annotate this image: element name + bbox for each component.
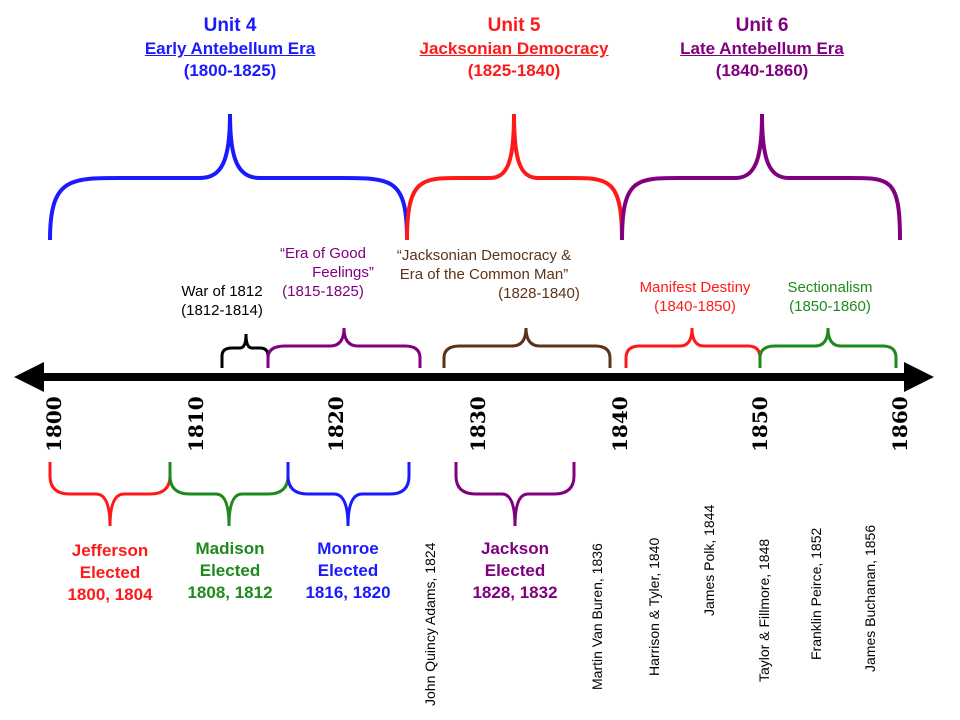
jefferson-years: 1800, 1804	[67, 585, 153, 604]
president-label-pierce: Franklin Peirce, 1852	[808, 527, 824, 660]
unit6-years: (1840-1860)	[715, 61, 809, 80]
sectionalism-brace	[758, 327, 898, 368]
president-label-harrison-tyler: Harrison & Tyler, 1840	[646, 537, 662, 676]
president-label-polk: James Polk, 1844	[701, 504, 717, 616]
year-label-1800: 1800	[42, 396, 66, 452]
jacksonian-democracy-line2: Era of the Common Man”	[399, 266, 569, 283]
sectionalism-years: (1850-1860)	[789, 298, 871, 315]
monroe-years: 1816, 1820	[305, 583, 391, 602]
unit4-era: Early Antebellum Era	[144, 39, 316, 58]
jacksonian-democracy-years: (1828-1840)	[498, 285, 580, 302]
year-label-1850: 1850	[748, 396, 772, 452]
president-label-jq-adams: John Quincy Adams, 1824	[422, 542, 438, 706]
sectionalism-label: Sectionalism (1850-1860)	[770, 278, 890, 316]
year-label-1820: 1820	[324, 396, 348, 452]
year-label-1860: 1860	[888, 396, 912, 452]
president-label-taylor-fillmore: Taylor & Fillmore, 1848	[756, 538, 772, 682]
unit5-years: (1825-1840)	[467, 61, 561, 80]
timeline-arrow-right	[904, 362, 934, 392]
madison-word: Elected	[199, 561, 261, 580]
madison-label: Madison Elected 1808, 1812	[160, 538, 300, 604]
manifest-destiny-brace	[624, 327, 762, 368]
manifest-destiny-label: Manifest Destiny (1840-1850)	[620, 278, 770, 316]
era-good-feelings-line1: “Era of Good	[280, 245, 366, 262]
madison-name: Madison	[195, 539, 265, 558]
jefferson-brace	[48, 462, 172, 527]
era-good-feelings-brace	[266, 327, 422, 368]
year-label-1840: 1840	[608, 396, 632, 452]
era-good-feelings-label: “Era of Good Feelings” (1815-1825)	[258, 244, 388, 301]
unit6-header: Unit 6 Late Antebellum Era (1840-1860)	[652, 14, 872, 82]
unit6-title: Unit 6	[735, 15, 789, 36]
jefferson-name: Jefferson	[71, 541, 149, 560]
jacksonian-democracy-brace	[442, 327, 612, 368]
jackson-years: 1828, 1832	[472, 583, 558, 602]
year-label-1830: 1830	[466, 396, 490, 452]
war-1812-brace	[220, 333, 270, 368]
year-label-1810: 1810	[184, 396, 208, 452]
jefferson-label: Jefferson Elected 1800, 1804	[40, 540, 180, 606]
monroe-name: Monroe	[317, 539, 379, 558]
monroe-word: Elected	[317, 561, 379, 580]
jackson-brace	[454, 462, 576, 527]
madison-years: 1808, 1812	[187, 583, 273, 602]
unit5-header: Unit 5 Jacksonian Democracy (1825-1840)	[404, 14, 624, 82]
jackson-word: Elected	[484, 561, 546, 580]
jacksonian-democracy-label: “Jacksonian Democracy & Era of the Commo…	[374, 246, 594, 303]
war-1812-years: (1812-1814)	[181, 302, 263, 319]
unit4-title: Unit 4	[203, 15, 257, 36]
unit6-era: Late Antebellum Era	[680, 39, 844, 58]
unit5-brace	[405, 113, 624, 241]
era-good-feelings-years: (1815-1825)	[282, 283, 364, 300]
jackson-name: Jackson	[480, 539, 550, 558]
unit4-header: Unit 4 Early Antebellum Era (1800-1825)	[120, 14, 340, 82]
manifest-destiny-years: (1840-1850)	[654, 298, 736, 315]
manifest-destiny-name: Manifest Destiny	[639, 279, 751, 296]
jefferson-word: Elected	[79, 563, 141, 582]
president-label-buchanan: James Buchanan, 1856	[862, 524, 878, 672]
jackson-label: Jackson Elected 1828, 1832	[445, 538, 585, 604]
unit5-title: Unit 5	[487, 15, 541, 36]
timeline-arrow-left	[14, 362, 44, 392]
unit4-brace	[48, 113, 409, 241]
jacksonian-democracy-line1: “Jacksonian Democracy &	[396, 247, 572, 264]
war-1812-label: War of 1812 (1812-1814)	[162, 282, 282, 320]
unit5-era: Jacksonian Democracy	[419, 39, 609, 58]
president-label-van-buren: Martin Van Buren, 1836	[589, 543, 605, 690]
madison-brace	[168, 462, 290, 527]
war-1812-name: War of 1812	[181, 283, 263, 300]
monroe-label: Monroe Elected 1816, 1820	[278, 538, 418, 604]
monroe-brace	[286, 462, 411, 527]
unit4-years: (1800-1825)	[183, 61, 277, 80]
unit6-brace	[620, 113, 902, 241]
era-good-feelings-line2: Feelings”	[312, 264, 374, 281]
sectionalism-name: Sectionalism	[787, 279, 873, 296]
